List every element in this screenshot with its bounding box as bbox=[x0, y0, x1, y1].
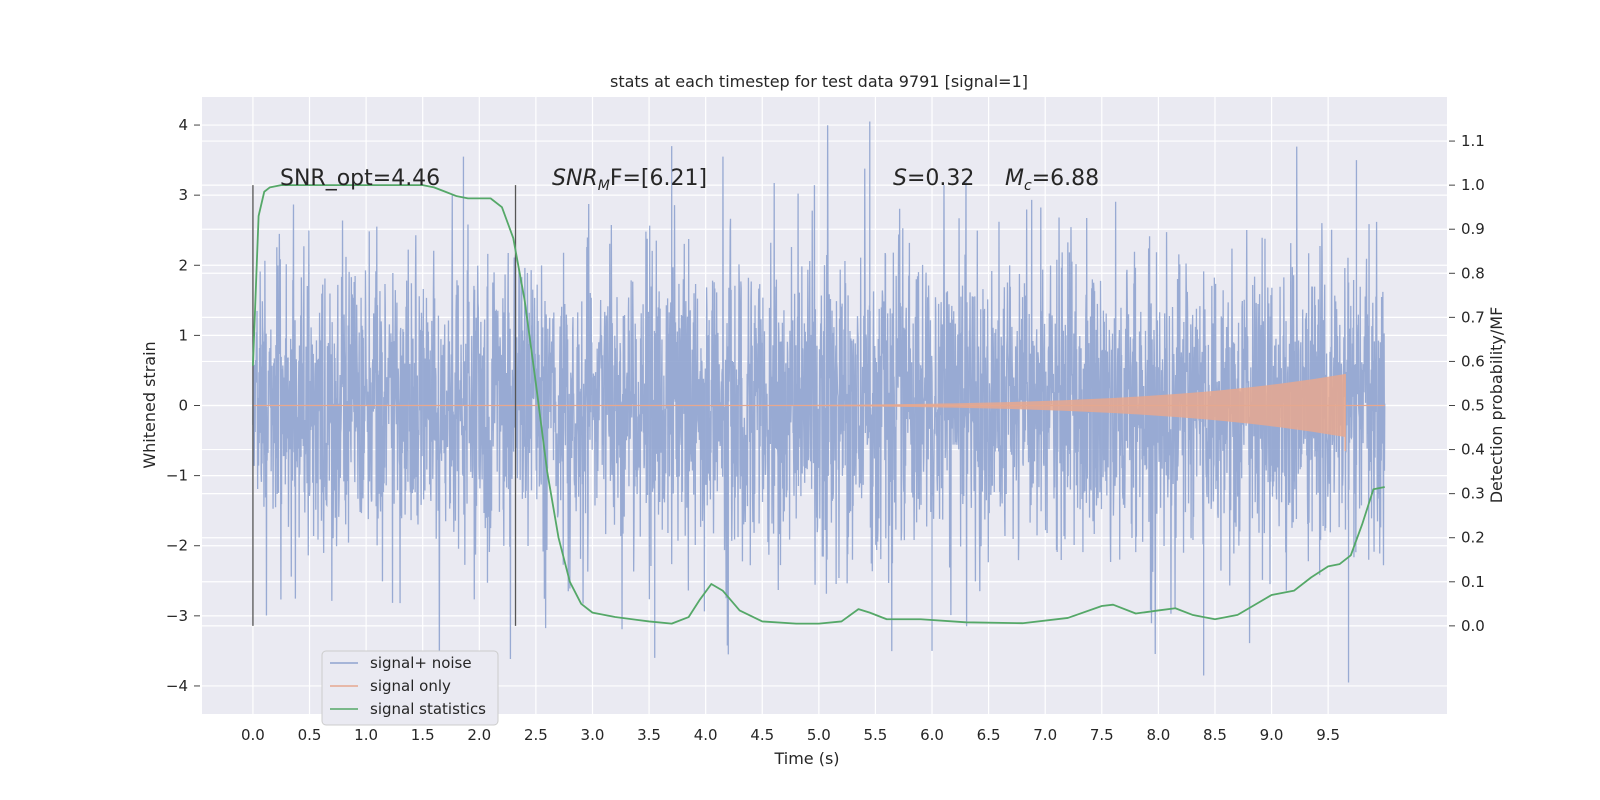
x-tick-label: 9.0 bbox=[1260, 726, 1284, 744]
annotation-mc: Mc=6.88 bbox=[1005, 166, 1099, 194]
y2-tick-label: 0.0 bbox=[1461, 617, 1485, 635]
y2-tick-label: 0.7 bbox=[1461, 308, 1485, 326]
x-tick-label: 5.0 bbox=[807, 726, 831, 744]
legend-label-signal-only: signal only bbox=[370, 677, 451, 695]
x-tick-label: 2.5 bbox=[524, 726, 548, 744]
y2-tick-label: 0.9 bbox=[1461, 220, 1485, 238]
y2-tick-label: 0.3 bbox=[1461, 485, 1485, 503]
x-tick-label: 5.5 bbox=[864, 726, 888, 744]
y2-axis-label: Detection probability/MF bbox=[1487, 307, 1506, 504]
noise-series bbox=[252, 121, 1386, 683]
y2-tick-label: 0.4 bbox=[1461, 441, 1485, 459]
x-tick-label: 6.0 bbox=[920, 726, 944, 744]
tick-labels: 0.0 0.5 1.0 1.5 2.0 2.5 3.0 3.5 4.0 4.5 5.0 5.5 6.0 6… bbox=[166, 116, 1485, 744]
y-axis-label: Whitened strain bbox=[140, 341, 159, 468]
signal-only-series bbox=[252, 373, 1385, 452]
x-tick-label: 4.0 bbox=[694, 726, 718, 744]
y-tick-label: 4 bbox=[178, 116, 188, 134]
x-tick-label: 6.5 bbox=[977, 726, 1001, 744]
y-tick-label: −3 bbox=[166, 607, 188, 625]
legend-label-signal-noise: signal+ noise bbox=[370, 654, 472, 672]
legend: signal+ noise signal only signal statist… bbox=[321, 650, 499, 726]
signal-statistics-series bbox=[252, 184, 1385, 625]
y2-tick-label: 0.2 bbox=[1461, 529, 1485, 547]
x-tick-label: 1.5 bbox=[411, 726, 435, 744]
x-tick-label: 7.5 bbox=[1090, 726, 1114, 744]
y-tick-label: −4 bbox=[166, 677, 188, 695]
x-tick-label: 8.5 bbox=[1203, 726, 1227, 744]
y2-tick-label: 0.1 bbox=[1461, 573, 1485, 591]
vertical-markers bbox=[252, 185, 517, 626]
chart-title: stats at each timestep for test data 979… bbox=[610, 72, 1028, 91]
y2-tick-label: 1.1 bbox=[1461, 132, 1485, 150]
y2-tick-label: 1.0 bbox=[1461, 176, 1485, 194]
x-tick-label: 1.0 bbox=[354, 726, 378, 744]
x-tick-label: 2.0 bbox=[467, 726, 491, 744]
x-tick-label: 4.5 bbox=[750, 726, 774, 744]
y-tick-label: 3 bbox=[178, 186, 188, 204]
x-tick-label: 8.0 bbox=[1146, 726, 1170, 744]
y-tick-label: 1 bbox=[178, 326, 188, 344]
y-tick-label: 2 bbox=[178, 256, 188, 274]
y2-tick-label: 0.5 bbox=[1461, 397, 1485, 415]
signal-statistics-line bbox=[252, 184, 1385, 625]
legend-box bbox=[321, 650, 499, 726]
annotation-s: S=0.32 bbox=[893, 166, 974, 191]
legend-label-signal-statistics: signal statistics bbox=[370, 700, 486, 718]
x-tick-label: 3.0 bbox=[581, 726, 605, 744]
x-axis-label: Time (s) bbox=[773, 749, 839, 768]
annotation-snr-mf: SNRMF=[6.21] bbox=[552, 166, 707, 194]
y-tick-label: −2 bbox=[166, 537, 188, 555]
y2-tick-label: 0.8 bbox=[1461, 264, 1485, 282]
x-tick-label: 0.5 bbox=[298, 726, 322, 744]
noise-trace bbox=[252, 121, 1386, 683]
x-tick-label: 7.0 bbox=[1033, 726, 1057, 744]
annotation-snr-opt: SNR_opt=4.46 bbox=[280, 166, 440, 191]
x-tick-label: 9.5 bbox=[1316, 726, 1340, 744]
x-tick-label: 0.0 bbox=[241, 726, 265, 744]
y-tick-label: 0 bbox=[178, 397, 188, 415]
y2-tick-label: 0.6 bbox=[1461, 352, 1485, 370]
y-tick-label: −1 bbox=[166, 467, 188, 485]
x-tick-label: 3.5 bbox=[637, 726, 661, 744]
